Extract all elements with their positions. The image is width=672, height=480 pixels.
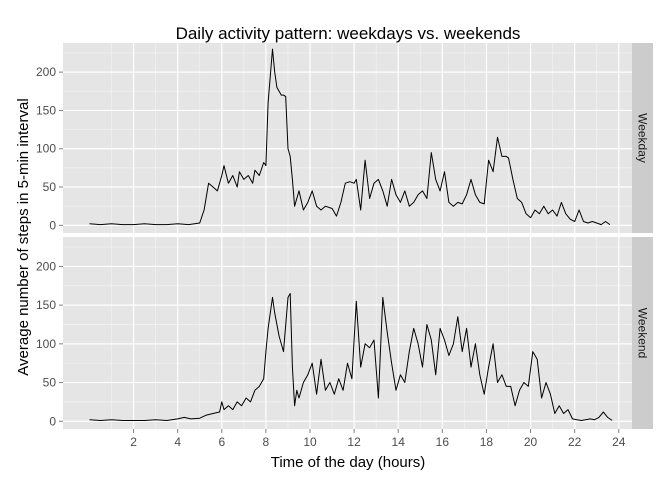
y-tick-label: 200 [36,259,56,273]
chart-title: Daily activity pattern: weekdays vs. wee… [176,24,521,43]
y-tick-label: 50 [43,376,57,390]
strip-label-weekday: Weekday [636,113,650,163]
y-tick-label: 0 [49,414,56,428]
series-line-weekday [89,48,611,226]
x-tick-label: 22 [568,435,582,449]
x-tick-label: 24 [612,435,626,449]
series-line-weekend [89,293,613,421]
x-tick-label: 4 [174,435,181,449]
x-tick-label: 2 [130,435,137,449]
x-tick-label: 20 [524,435,538,449]
y-axis-title: Average number of steps in 5-min interva… [15,98,32,375]
strip-background [632,43,653,233]
x-tick-label: 18 [480,435,494,449]
y-tick-label: 150 [36,103,56,117]
y-tick-label: 150 [36,298,56,312]
x-axis-title: Time of the day (hours) [271,454,426,471]
strip-label-weekend: Weekend [636,308,650,358]
x-tick-label: 14 [392,435,406,449]
x-tick-label: 12 [347,435,361,449]
strip-background [632,237,653,429]
x-tick-label: 10 [303,435,317,449]
y-tick-label: 0 [49,218,56,232]
y-tick-label: 50 [43,180,57,194]
x-tick-label: 8 [263,435,270,449]
y-tick-label: 200 [36,65,56,79]
panel-background [63,237,632,429]
panel-weekday: 0 50 100 150 200 Weekday [36,43,653,233]
x-tick-label: 6 [218,435,225,449]
y-tick-label: 100 [36,142,56,156]
panel-background [63,43,632,233]
panel-weekend: 0 50 100 150 200 Weekend [36,237,653,429]
x-tick-label: 16 [436,435,450,449]
y-tick-label: 100 [36,337,56,351]
